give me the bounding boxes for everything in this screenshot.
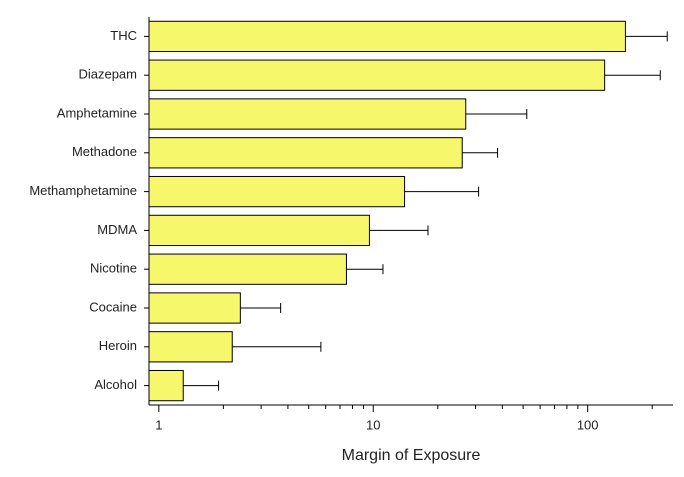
x-tick-label: 10 (366, 417, 380, 432)
x-tick-label: 100 (577, 417, 599, 432)
y-tick-label: Cocaine (89, 299, 137, 314)
y-tick-label: Nicotine (90, 261, 137, 276)
y-tick-label: Alcohol (94, 377, 137, 392)
bar (148, 98, 467, 130)
y-tick-label: Amphetamine (57, 105, 137, 120)
y-tick-label: Heroin (99, 338, 137, 353)
bar (148, 59, 606, 91)
y-tick-label: THC (110, 28, 137, 43)
bar (148, 369, 184, 402)
x-tick-label: 1 (155, 417, 162, 432)
bar (148, 253, 347, 285)
y-tick-label: MDMA (97, 222, 137, 237)
bar (148, 20, 626, 53)
bar (148, 214, 370, 247)
y-tick-label: Methadone (72, 144, 137, 159)
bar (148, 292, 241, 324)
x-axis-title: Margin of Exposure (342, 447, 481, 464)
bar (148, 137, 463, 169)
bar (148, 175, 406, 208)
bar (148, 331, 233, 363)
y-tick-label: Diazepam (78, 67, 137, 82)
y-tick-label: Methamphetamine (29, 183, 137, 198)
